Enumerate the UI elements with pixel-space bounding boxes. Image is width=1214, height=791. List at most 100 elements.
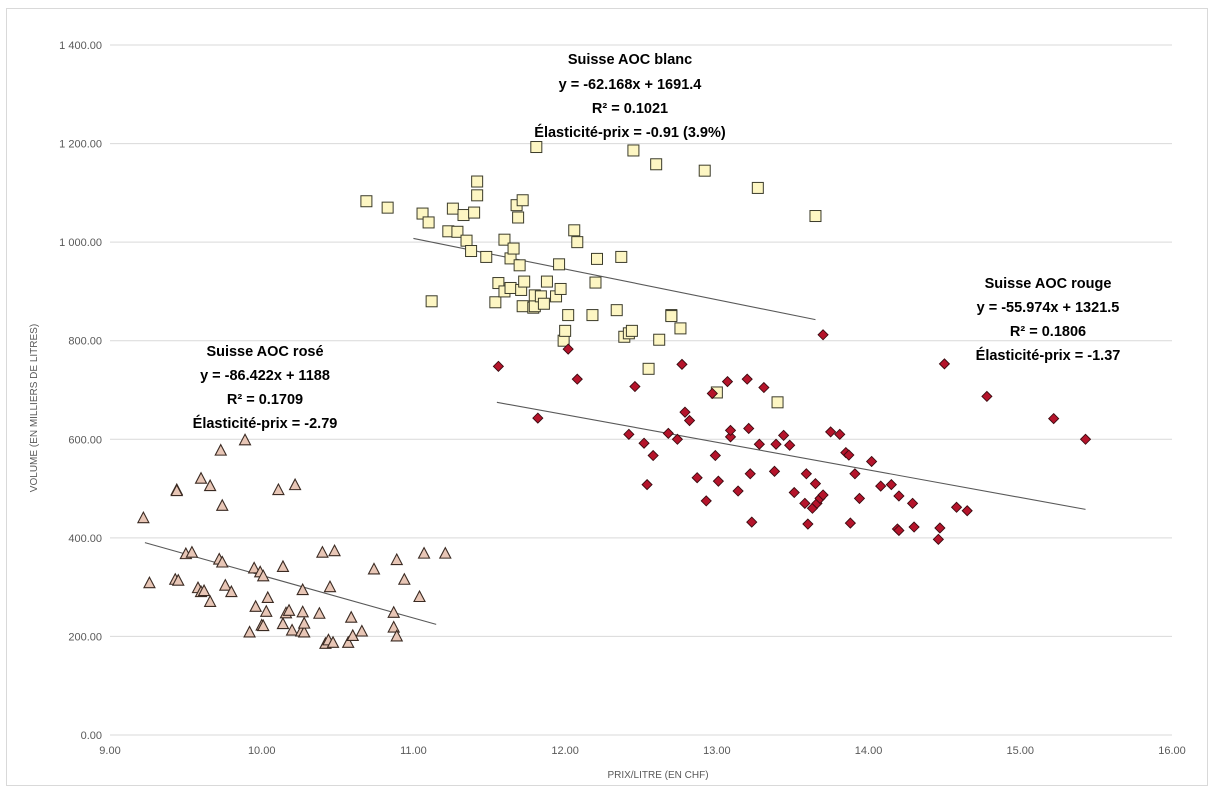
- data-point-triangle: [194, 471, 208, 484]
- data-point-diamond: [817, 329, 829, 341]
- data-point-diamond: [784, 439, 796, 451]
- data-point-triangle: [387, 605, 401, 618]
- data-point-square: [610, 304, 623, 317]
- data-point-diamond: [724, 431, 737, 443]
- annotation-blanc-equation: y = -62.168x + 1691.4: [559, 77, 702, 93]
- data-point-diamond: [932, 533, 944, 545]
- data-point-diamond: [809, 478, 822, 490]
- data-point-diamond: [768, 465, 781, 477]
- data-point-diamond: [770, 438, 782, 450]
- data-point-square: [465, 245, 478, 258]
- data-point-triangle: [197, 583, 211, 597]
- data-point-triangle: [297, 625, 311, 638]
- y-tick-label: 400.00: [68, 533, 102, 545]
- data-point-diamond: [571, 373, 583, 385]
- y-tick-labels: 0.00 200.00 400.00 600.00 800.00 1 000.00 1 20…: [59, 40, 102, 742]
- data-point-diamond: [788, 486, 800, 499]
- data-point-square: [425, 295, 438, 308]
- data-point-square: [468, 206, 481, 219]
- data-point-square: [589, 276, 602, 289]
- data-point-diamond: [1079, 433, 1092, 445]
- data-point-square: [516, 300, 529, 313]
- data-point-diamond: [676, 358, 688, 371]
- data-point-diamond: [532, 412, 544, 424]
- data-point-diamond: [849, 468, 861, 480]
- data-point-diamond: [709, 449, 721, 462]
- annotation-rouge-title: Suisse AOC rouge: [985, 276, 1112, 292]
- data-point-diamond: [906, 497, 919, 509]
- data-point-square: [554, 282, 567, 295]
- data-point-square: [751, 181, 764, 194]
- data-point-diamond: [647, 449, 659, 462]
- y-tick-label: 1 000.00: [59, 237, 102, 249]
- data-point-triangle: [170, 483, 184, 497]
- y-tick-label: 1 400.00: [59, 40, 102, 52]
- data-point-diamond: [802, 518, 814, 530]
- data-point-diamond: [700, 495, 712, 507]
- data-point-square: [504, 281, 517, 294]
- annotation-rouge-elasticity: Élasticité-prix = -1.37: [976, 347, 1121, 364]
- data-point-square: [381, 201, 394, 214]
- data-point-triangle: [238, 433, 252, 446]
- annotation-rose: Suisse AOC rosé y = -86.422x + 1188 R² =…: [193, 344, 338, 432]
- data-point-diamond: [746, 516, 758, 528]
- data-point-diamond: [834, 428, 846, 440]
- data-point-square: [516, 194, 529, 207]
- annotation-rose-elasticity: Élasticité-prix = -2.79: [193, 415, 338, 432]
- data-point-triangle: [438, 546, 452, 559]
- gridlines: [110, 44, 1172, 736]
- data-point-square: [568, 224, 581, 237]
- data-point-square: [615, 250, 628, 263]
- annotation-blanc: Suisse AOC blanc y = -62.168x + 1691.4 R…: [534, 52, 726, 141]
- data-point-triangle: [355, 624, 369, 637]
- data-point-diamond: [817, 489, 829, 501]
- data-point-triangle: [297, 616, 311, 629]
- x-tick-label: 15.00: [1007, 745, 1035, 757]
- data-point-triangle: [271, 482, 285, 496]
- data-point-square: [416, 207, 429, 220]
- data-point-triangle: [282, 603, 296, 616]
- data-point-triangle: [171, 573, 185, 586]
- data-point-diamond: [1048, 412, 1060, 425]
- annotation-rouge-r2: R² = 0.1806: [1010, 324, 1086, 340]
- data-point-triangle: [326, 635, 340, 648]
- data-point-diamond: [843, 449, 855, 461]
- data-point-square: [809, 210, 822, 223]
- data-point-square: [513, 259, 526, 272]
- data-point-square: [537, 297, 550, 310]
- data-point-square: [492, 277, 505, 290]
- data-point-square: [518, 275, 531, 288]
- data-point-square: [698, 164, 711, 177]
- data-point-diamond: [732, 485, 744, 497]
- annotation-rouge-equation: y = -55.974x + 1321.5: [977, 300, 1120, 316]
- data-point-diamond: [981, 390, 993, 403]
- annotation-rose-r2: R² = 0.1709: [227, 392, 303, 408]
- annotation-rose-title: Suisse AOC rosé: [206, 344, 323, 360]
- data-point-square: [489, 296, 502, 309]
- data-point-triangle: [413, 589, 426, 603]
- data-point-diamond: [741, 373, 753, 385]
- data-point-square: [498, 233, 511, 246]
- data-point-square: [360, 195, 373, 208]
- data-point-triangle: [185, 545, 199, 558]
- y-axis-title: VOLUME (EN MILLIERS DE LITRES): [29, 324, 40, 492]
- data-point-square: [559, 324, 572, 337]
- data-point-square: [553, 258, 566, 271]
- data-point-diamond: [753, 438, 765, 450]
- data-point-diamond: [825, 426, 837, 438]
- data-points: [136, 141, 1092, 649]
- x-tick-label: 14.00: [855, 745, 883, 757]
- data-point-triangle: [215, 498, 229, 511]
- data-point-diamond: [938, 358, 951, 370]
- x-tick-label: 10.00: [248, 745, 276, 757]
- data-point-triangle: [203, 594, 217, 607]
- data-point-square: [653, 333, 666, 346]
- data-point-square: [642, 362, 655, 375]
- data-point-triangle: [387, 620, 401, 633]
- data-point-diamond: [908, 521, 920, 533]
- data-point-square: [446, 202, 459, 215]
- data-point-triangle: [276, 559, 290, 572]
- data-point-triangle: [243, 625, 256, 638]
- data-point-diamond: [641, 478, 653, 491]
- data-point-square: [674, 322, 687, 335]
